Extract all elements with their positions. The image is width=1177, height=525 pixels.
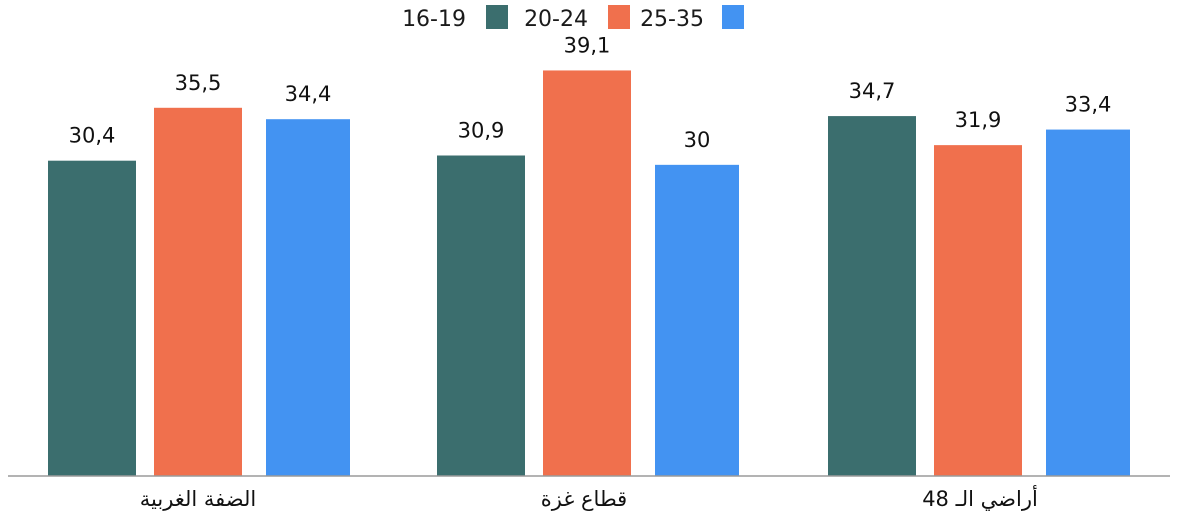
legend-label: 16-19 (402, 7, 466, 32)
legend-label: 20-24 (524, 7, 588, 32)
bar-25-35-cat1 (266, 119, 350, 476)
category-label: قطاع غزة (541, 487, 627, 511)
data-label: 30 (684, 128, 711, 152)
data-label: 34,4 (285, 82, 332, 106)
legend-label: 25-35 (640, 7, 704, 32)
bar-16-19-cat1 (48, 160, 136, 477)
legend-swatch (486, 5, 508, 29)
bar-20-24-cat2 (543, 70, 631, 476)
bar-16-19-cat3 (828, 116, 916, 476)
category-labels: الضفة الغربية قطاع غزة أراضي الـ 48 (140, 485, 1038, 511)
category-label: الضفة الغربية (140, 487, 256, 511)
data-label: 35,5 (175, 71, 222, 95)
category-label: أراضي الـ 48 (922, 485, 1038, 511)
data-label: 30,9 (458, 119, 505, 143)
bar-25-35-cat2 (655, 164, 739, 476)
data-label: 33,4 (1065, 93, 1112, 117)
data-label: 31,9 (955, 108, 1002, 132)
data-label: 34,7 (849, 79, 896, 103)
data-label: 30,4 (69, 124, 116, 148)
bar-25-35-cat3 (1046, 129, 1130, 477)
bar-20-24-cat3 (934, 145, 1022, 476)
bars-area: 30,4 35,5 34,4 30,9 39,1 30 34,7 31,9 33,4 (48, 33, 1130, 477)
legend-swatch (722, 5, 744, 29)
legend-swatch (608, 5, 630, 29)
legend: 16-19 20-24 25-35 (402, 5, 744, 32)
bar-16-19-cat2 (437, 155, 525, 476)
bar-20-24-cat1 (154, 107, 242, 476)
data-label: 39,1 (564, 33, 611, 57)
